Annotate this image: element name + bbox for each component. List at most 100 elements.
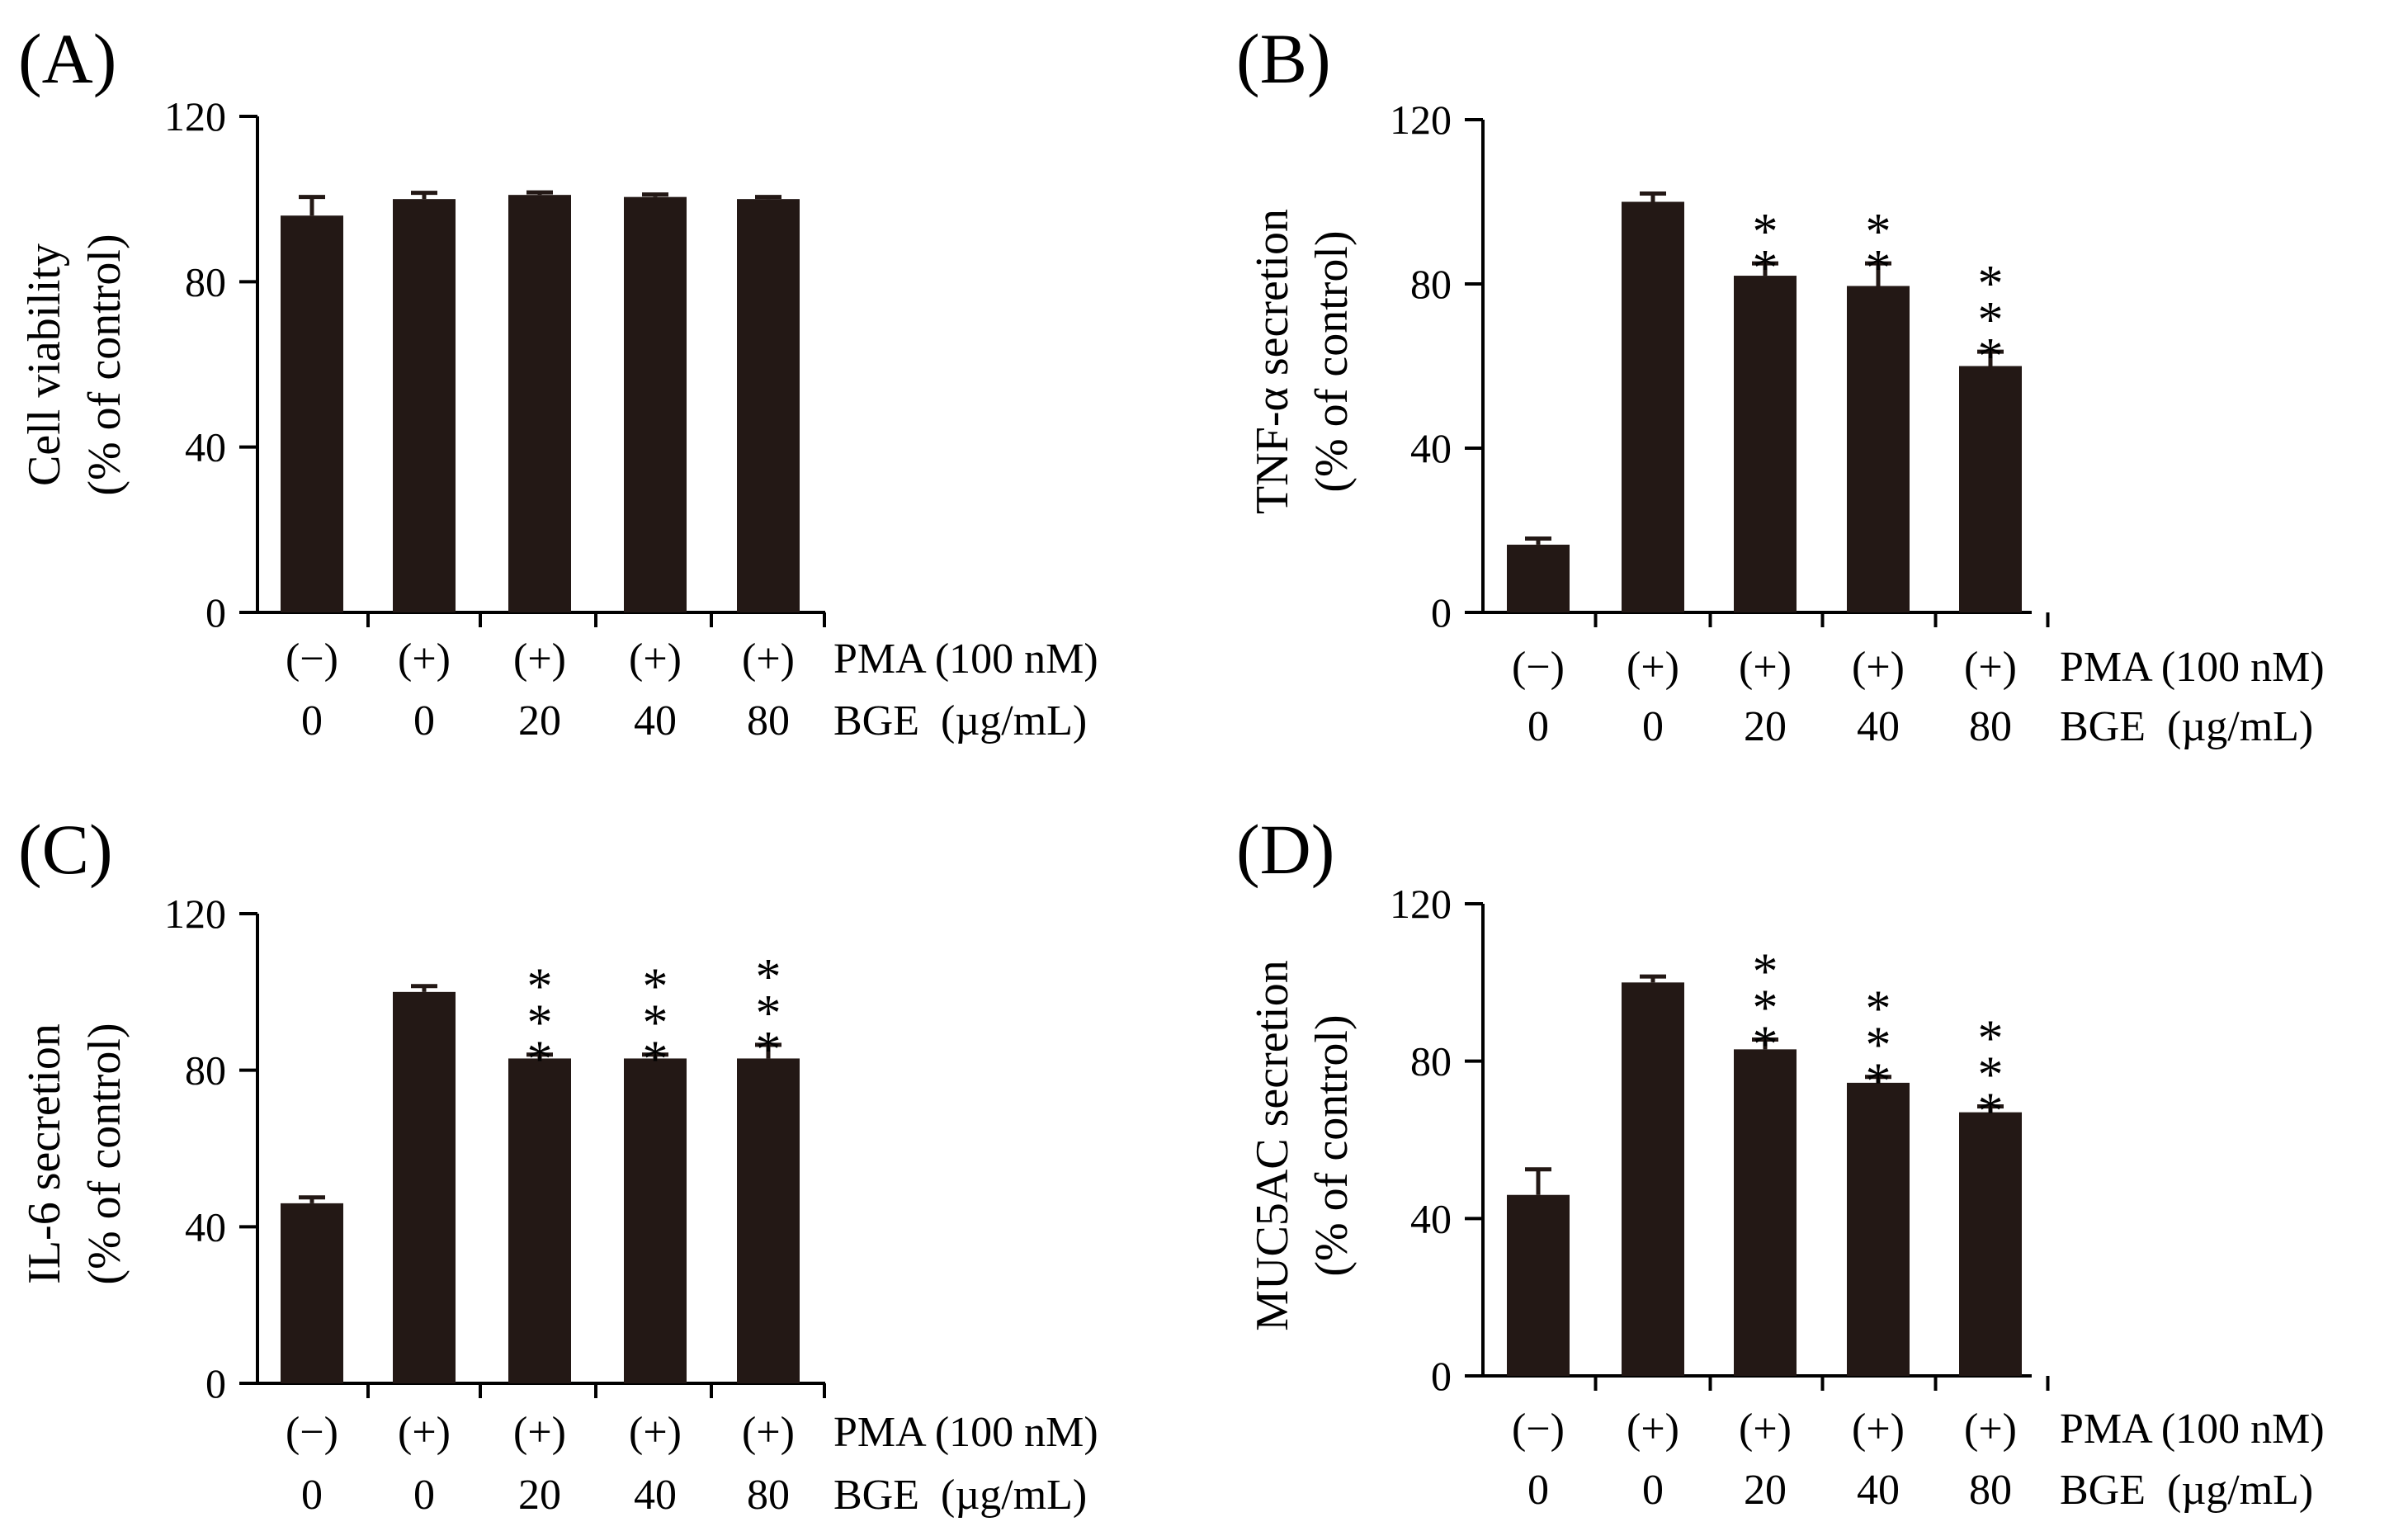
- y-tick-label: 0: [205, 589, 226, 636]
- asterisk: *: [643, 1032, 668, 1088]
- x-row-label-bge: BGE (µg/mL): [833, 697, 1087, 744]
- significance-marker: ***: [1753, 943, 1778, 1072]
- asterisk: *: [1866, 1018, 1891, 1074]
- x-label-bge: 40: [1857, 1467, 1900, 1514]
- y-tick-label: 40: [185, 1203, 226, 1250]
- x-label-bge: 0: [1527, 703, 1549, 750]
- asterisk: *: [1978, 256, 2004, 312]
- y-tick-label: 120: [1390, 97, 1452, 143]
- x-label-pma: (+): [398, 636, 451, 683]
- bar: [508, 195, 571, 613]
- x-label-pma: (−): [1512, 644, 1565, 691]
- asterisk: *: [1978, 328, 2004, 385]
- x-label-pma: (+): [1627, 644, 1679, 691]
- significance-marker: ***: [643, 959, 668, 1088]
- chart-panel-c: (C) IL-6 secretion (% of control) 0 40 80 120 (…: [18, 810, 1098, 1519]
- bar: [393, 991, 456, 1383]
- bar: [1622, 201, 1684, 612]
- asterisk: *: [1753, 240, 1778, 296]
- bar: [1507, 544, 1570, 612]
- x-label-pma: (+): [1627, 1406, 1679, 1453]
- asterisk: *: [643, 959, 668, 1015]
- panel-label: (C): [18, 810, 113, 889]
- x-row-label-pma: PMA (100 nM): [2060, 644, 2325, 691]
- x-label-pma: (+): [1852, 1406, 1905, 1453]
- panel-label: (B): [1236, 19, 1331, 98]
- y-tick-label: 40: [1410, 425, 1452, 471]
- asterisk: *: [1753, 980, 1778, 1036]
- x-label-pma: (+): [742, 1409, 795, 1456]
- asterisk: *: [1978, 1047, 2004, 1103]
- x-label-pma: (+): [1964, 644, 2017, 691]
- significance-marker: **: [1866, 204, 1891, 296]
- panel-label: (D): [1236, 810, 1334, 889]
- x-label-pma: (+): [513, 636, 566, 683]
- bar: [1507, 1194, 1570, 1376]
- chart-panel-d: (D) MUC5AC secretion (% of control) 0 40 80 12…: [1236, 810, 2325, 1514]
- x-label-bge: 0: [413, 1472, 435, 1519]
- x-row-label-bge: BGE (µg/mL): [2060, 1467, 2313, 1514]
- x-label-bge: 0: [1642, 703, 1664, 750]
- y-tick-label: 120: [164, 891, 226, 937]
- bar: [281, 1203, 343, 1383]
- x-label-bge: 80: [747, 697, 790, 744]
- asterisk: *: [1866, 240, 1891, 296]
- x-label-bge: 80: [747, 1472, 790, 1519]
- x-row-label-pma: PMA (100 nM): [833, 1409, 1098, 1456]
- x-row-label-bge: BGE (µg/mL): [833, 1472, 1087, 1519]
- x-label-pma: (+): [1739, 1406, 1792, 1453]
- x-row-label-pma: PMA (100 nM): [833, 636, 1098, 683]
- x-label-pma: (−): [1512, 1406, 1565, 1453]
- x-label-pma: (−): [286, 636, 338, 683]
- asterisk: *: [1866, 1054, 1891, 1110]
- y-axis-label: MUC5AC secretion: [1247, 960, 1298, 1331]
- y-axis-label: IL-6 secretion: [19, 1023, 70, 1284]
- significance-marker: ***: [756, 949, 781, 1078]
- y-tick-label: 80: [185, 258, 226, 305]
- bar: [1847, 286, 1910, 612]
- y-axis-label: TNF-α secretion: [1247, 209, 1298, 514]
- x-label-bge: 20: [518, 697, 561, 744]
- x-label-pma: (+): [513, 1409, 566, 1456]
- x-label-bge: 0: [301, 697, 323, 744]
- x-label-pma: (+): [629, 636, 682, 683]
- x-label-bge: 0: [1642, 1467, 1664, 1514]
- bar: [508, 1058, 571, 1383]
- y-tick-label: 0: [1431, 589, 1452, 636]
- y-axis-label-units: (% of control): [79, 1023, 130, 1284]
- chart-panel-a: (A) Cell viability (% of control) 0 40 80 120 (…: [18, 19, 1098, 744]
- bar: [281, 215, 343, 612]
- x-label-pma: (+): [1739, 644, 1792, 691]
- bar: [1734, 276, 1797, 612]
- bar: [1847, 1082, 1910, 1376]
- asterisk: *: [756, 949, 781, 1005]
- x-label-bge: 40: [1857, 703, 1900, 750]
- x-label-pma: (+): [1852, 644, 1905, 691]
- x-label-bge: 40: [634, 1472, 677, 1519]
- bar: [624, 1058, 687, 1383]
- x-row-label-pma: PMA (100 nM): [2060, 1406, 2325, 1453]
- x-label-bge: 40: [634, 697, 677, 744]
- bar: [393, 199, 456, 612]
- bar: [1622, 982, 1684, 1376]
- chart-panel-b: (B) TNF-α secretion (% of control) 0 40 80 120…: [1236, 19, 2325, 750]
- panel-label: (A): [18, 19, 116, 98]
- x-label-pma: (−): [286, 1409, 338, 1456]
- asterisk: *: [1866, 981, 1891, 1037]
- significance-marker: ***: [527, 959, 553, 1088]
- asterisk: *: [756, 985, 781, 1042]
- x-label-pma: (+): [742, 636, 795, 683]
- bar: [624, 196, 687, 612]
- asterisk: *: [643, 995, 668, 1052]
- y-axis-label-units: (% of control): [79, 234, 130, 495]
- bar: [1959, 1112, 2022, 1376]
- y-axis-label: Cell viability: [19, 243, 70, 486]
- significance-marker: **: [1753, 204, 1778, 296]
- asterisk: *: [1978, 1083, 2004, 1139]
- asterisk: *: [1753, 943, 1778, 1000]
- y-tick-label: 80: [185, 1047, 226, 1094]
- x-row-label-bge: BGE (µg/mL): [2060, 703, 2313, 750]
- y-tick-label: 40: [1410, 1195, 1452, 1241]
- bar: [1959, 366, 2022, 612]
- significance-marker: ***: [1866, 981, 1891, 1110]
